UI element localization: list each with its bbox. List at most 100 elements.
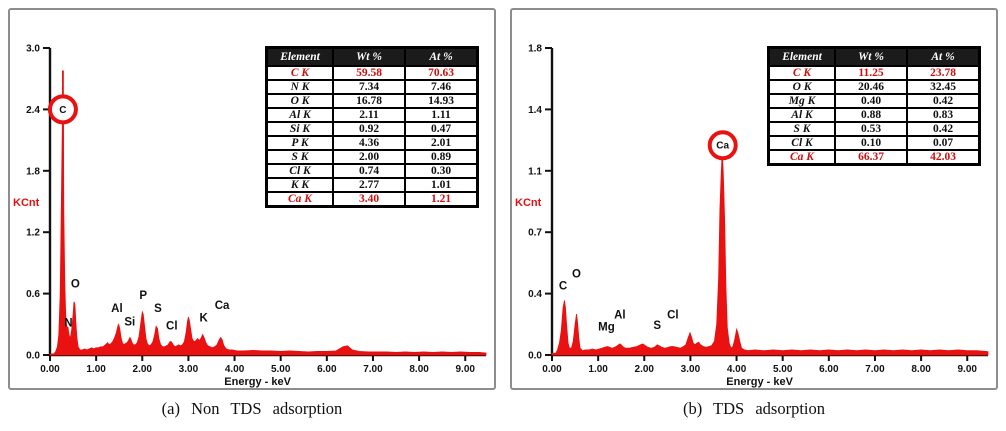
element-table-wrap: Element Wt % At % C K 59.58 70.63 N K 7.34 7.46 O…	[265, 46, 479, 208]
table-cell: O K	[265, 93, 334, 109]
table-header: Wt %	[332, 46, 406, 67]
table-row: Ca K 66.37 42.03	[767, 149, 981, 166]
table-cell: 0.47	[404, 121, 479, 137]
table-cell: Mg K	[767, 93, 836, 109]
table-header: Element	[767, 46, 836, 67]
table-row: C K 59.58 70.63	[265, 65, 479, 81]
table-cell: O K	[767, 79, 836, 95]
table-cell: 66.37	[834, 149, 908, 166]
table-cell: 7.46	[404, 79, 479, 95]
table-cell: 2.11	[332, 107, 406, 123]
table-cell: C K	[265, 65, 334, 81]
table-row: Al K 0.88 0.83	[767, 107, 981, 123]
x-axis-title: Energy - keV	[224, 376, 291, 388]
table-cell: 0.07	[906, 135, 981, 151]
table-cell: 3.40	[332, 191, 406, 208]
table-header: At %	[906, 46, 981, 67]
table-cell: 1.01	[404, 177, 479, 193]
table-cell: 11.25	[834, 65, 908, 81]
x-tick-label: 7.00	[865, 364, 885, 375]
x-tick-label: 8.00	[409, 364, 429, 375]
peak-label-mg: Mg	[598, 322, 615, 334]
table-row: Al K 2.11 1.11	[265, 107, 479, 123]
x-tick-label: 8.00	[911, 364, 931, 375]
table-cell: 2.01	[404, 135, 479, 151]
x-tick-label: 0.00	[542, 364, 562, 375]
x-tick-label: 1.00	[588, 364, 608, 375]
table-row: O K 20.46 32.45	[767, 79, 981, 95]
circled-peak-ring	[707, 130, 738, 161]
element-table: Element Wt % At % C K 11.25 23.78 O K 20.46 32.4…	[767, 46, 981, 166]
table-cell: 0.10	[834, 135, 908, 151]
peak-label-k: K	[199, 312, 208, 324]
spectrum-panel-b: 1.8 1.4 1.1 0.7 0.4 0.0 0.00 1.00 2.00 3.00 4.00 5.…	[510, 8, 998, 390]
x-tick-label: 3.00	[681, 364, 701, 375]
table-row: O K 16.78 14.93	[265, 93, 479, 109]
table-cell: Cl K	[767, 135, 836, 151]
y-tick-label: 1.4	[528, 105, 542, 116]
table-row: S K 2.00 0.89	[265, 149, 479, 165]
y-tick-label: 0.7	[528, 228, 542, 239]
y-tick-label: 3.0	[26, 44, 40, 55]
table-cell: 0.74	[332, 163, 406, 179]
table-cell: Al K	[265, 107, 334, 123]
table-cell: 16.78	[332, 93, 406, 109]
peak-label-o: O	[71, 279, 80, 291]
table-cell: K K	[265, 177, 334, 193]
x-tick-label: 4.00	[225, 364, 245, 375]
table-cell: 0.92	[332, 121, 406, 137]
table-cell: 2.77	[332, 177, 406, 193]
table-header: At %	[404, 46, 479, 67]
table-cell: 70.63	[404, 65, 479, 81]
caption-a: (a) Non TDS adsorption	[161, 399, 343, 418]
table-row: C K 11.25 23.78	[767, 65, 981, 81]
peak-label-cl: Cl	[667, 310, 679, 322]
table-cell: 2.00	[332, 149, 406, 165]
peak-label-si: Si	[124, 316, 135, 328]
peak-label-n: N	[64, 317, 72, 329]
table-cell: 0.88	[834, 107, 908, 123]
table-row: Mg K 0.40 0.42	[767, 93, 981, 109]
table-cell: 32.45	[906, 79, 981, 95]
table-row: Si K 0.92 0.47	[265, 121, 479, 137]
y-tick-label: 0.0	[26, 351, 40, 362]
x-tick-label: 4.00	[727, 364, 747, 375]
figure-column-a: 3.0 2.4 1.8 1.2 0.6 0.0 0.00 1.00 2.00 3.00 4.00 5.…	[8, 8, 496, 419]
table-row: Cl K 0.10 0.07	[767, 135, 981, 151]
table-cell: Si K	[265, 121, 334, 137]
x-tick-label: 7.00	[363, 364, 383, 375]
table-cell: S K	[265, 149, 334, 165]
x-tick-label: 6.00	[819, 364, 839, 375]
table-cell: Cl K	[265, 163, 334, 179]
table-cell: 0.30	[404, 163, 479, 179]
table-cell: S K	[767, 121, 836, 137]
y-tick-label: 1.1	[528, 166, 542, 177]
eds-spectrum-chart: 1.8 1.4 1.1 0.7 0.4 0.00.00 1.00 2.00 3.00 4.00 5.…	[515, 44, 989, 388]
x-tick-label: 2.00	[133, 364, 153, 375]
spectrum-area	[551, 157, 989, 356]
x-tick-label: 3.00	[179, 364, 199, 375]
table-cell: 42.03	[906, 149, 981, 166]
y-tick-label: 2.4	[26, 105, 40, 116]
table-cell: 20.46	[834, 79, 908, 95]
table-cell: N K	[265, 79, 334, 95]
table-cell: 23.78	[906, 65, 981, 81]
table-row: N K 7.34 7.46	[265, 79, 479, 95]
x-tick-label: 5.00	[773, 364, 793, 375]
peak-label-ca: Ca	[215, 300, 230, 312]
eds-spectrum-chart: 3.0 2.4 1.8 1.2 0.6 0.00.00 1.00 2.00 3.00 4.00 5.…	[13, 44, 487, 388]
table-cell: P K	[265, 135, 334, 151]
table-cell: 0.40	[834, 93, 908, 109]
y-tick-label: 0.4	[528, 289, 542, 300]
peak-label-c: C	[559, 281, 567, 293]
table-cell: 7.34	[332, 79, 406, 95]
x-tick-label: 0.00	[40, 364, 60, 375]
y-axis-title: KCnt	[13, 197, 40, 209]
table-cell: Ca K	[265, 191, 334, 208]
figure-column-b: 1.8 1.4 1.1 0.7 0.4 0.0 0.00 1.00 2.00 3.00 4.00 5.…	[510, 8, 998, 419]
table-cell: 1.21	[404, 191, 479, 208]
circled-peak-label: C	[59, 105, 66, 116]
x-tick-label: 1.00	[86, 364, 106, 375]
element-table-wrap: Element Wt % At % C K 11.25 23.78 O K 20.46 32.4…	[767, 46, 981, 166]
table-header: Element	[265, 46, 334, 67]
